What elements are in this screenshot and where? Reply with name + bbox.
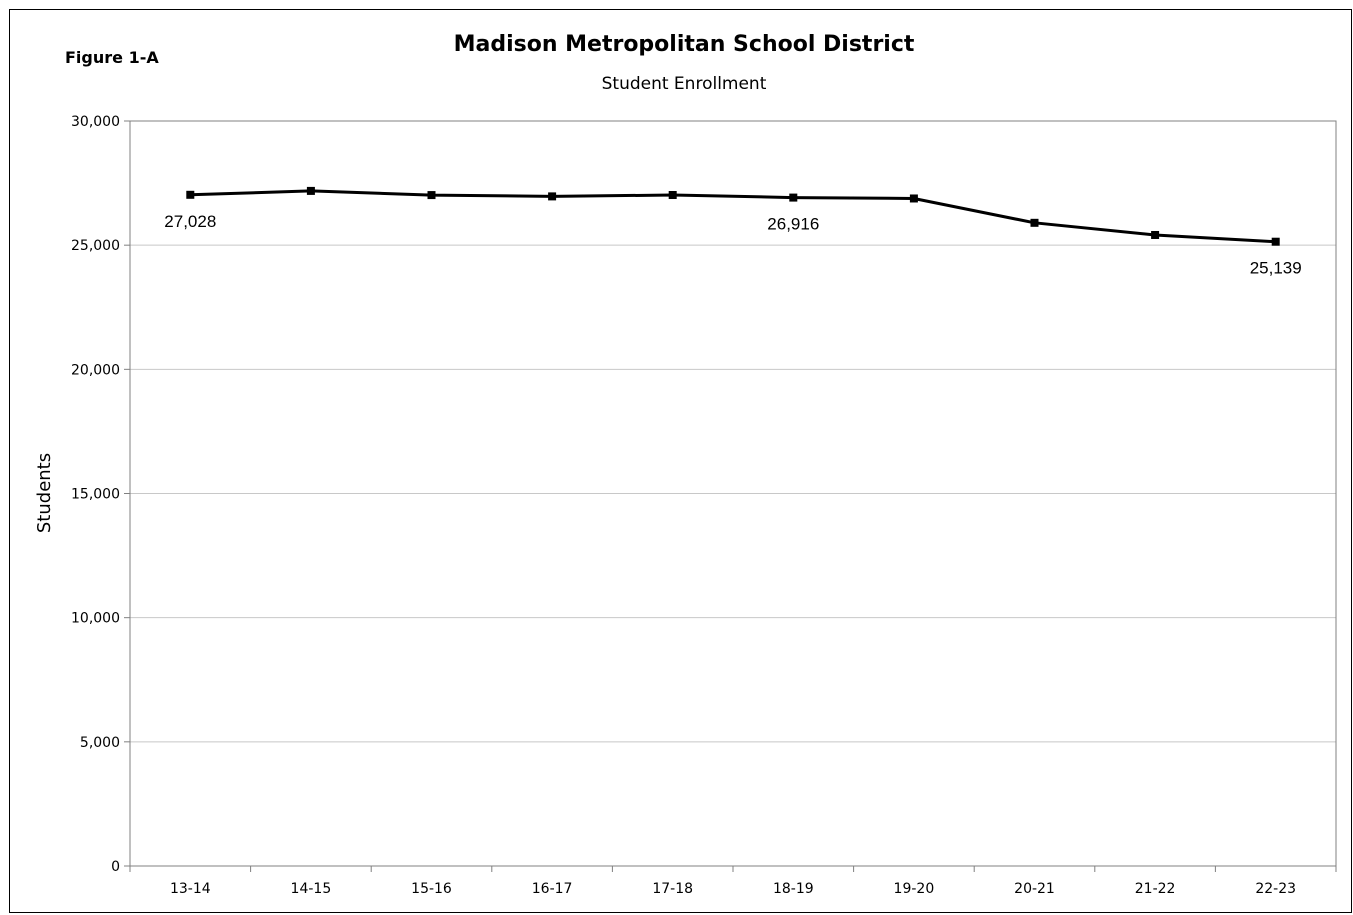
y-axis-label: Students (34, 453, 55, 533)
data-labels: 27,028 26,916 25,139 (164, 212, 1301, 278)
data-point (186, 190, 195, 199)
x-tick-label: 16-17 (532, 881, 573, 897)
x-tick-label: 19-20 (894, 881, 935, 897)
y-tick-label: 0 (111, 859, 120, 875)
x-tick-label: 20-21 (1014, 881, 1055, 897)
y-tick-label: 10,000 (71, 611, 120, 627)
data-point (427, 191, 436, 200)
gridlines (130, 244, 1336, 743)
data-point (306, 186, 315, 195)
x-tick-label: 14-15 (291, 881, 332, 897)
x-tick-label: 15-16 (411, 881, 452, 897)
chart-subtitle: Student Enrollment (601, 74, 767, 94)
data-label: 27,028 (164, 212, 216, 231)
x-axis: 13-14 14-15 15-16 16-17 17-18 18-19 19-20 20-21… (129, 866, 1337, 897)
series-line (190, 189, 1276, 244)
data-label: 26,916 (767, 215, 819, 234)
data-point (1030, 218, 1039, 227)
chart-frame (9, 9, 1352, 913)
chart-title: Madison Metropolitan School District (453, 32, 915, 57)
data-point (909, 194, 918, 203)
x-tick-label: 21-22 (1135, 881, 1176, 897)
data-point (668, 191, 677, 200)
figure-label: Figure 1-A (65, 48, 159, 67)
data-point (548, 192, 557, 201)
data-label: 25,139 (1250, 259, 1302, 278)
y-tick-label: 15,000 (71, 487, 120, 503)
x-tick-label: 13-14 (170, 881, 211, 897)
data-point (789, 193, 798, 202)
y-tick-label: 30,000 (71, 114, 120, 130)
data-point (1151, 230, 1160, 239)
x-tick-label: 18-19 (773, 881, 814, 897)
x-tick-label: 22-23 (1255, 881, 1296, 897)
y-axis: 0 5,000 10,000 15,000 20,000 25,000 30,000 (71, 114, 130, 875)
data-point (1271, 237, 1280, 246)
x-tick-label: 17-18 (652, 881, 693, 897)
series (186, 186, 1280, 246)
y-tick-label: 5,000 (80, 735, 120, 751)
y-tick-label: 20,000 (71, 362, 120, 378)
y-tick-label: 25,000 (71, 238, 120, 254)
